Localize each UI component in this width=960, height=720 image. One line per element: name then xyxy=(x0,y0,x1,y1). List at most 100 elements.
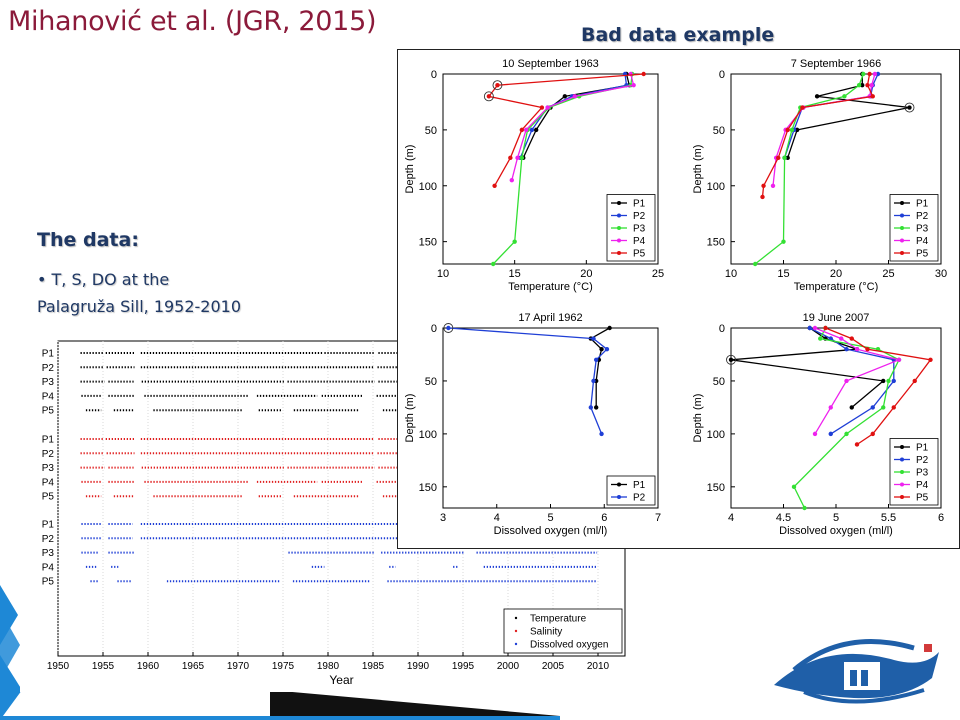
p-jun2007-legend-marker xyxy=(900,457,904,462)
timeline-tick-label: 2010 xyxy=(587,661,610,672)
p-sep1966-xtick-label: 15 xyxy=(777,268,789,280)
p-jun2007-point-p3 xyxy=(791,484,797,490)
p-jun2007-point-p3 xyxy=(881,405,886,410)
p-sep1963-legend-label: P4 xyxy=(633,236,646,247)
p-jun2007-point-p3 xyxy=(886,378,891,384)
p-sep1966-legend-marker xyxy=(900,238,904,243)
p-sep1966-point-p3 xyxy=(861,71,866,77)
p-sep1963-ytick-label: 50 xyxy=(425,125,437,137)
p-sep1966-point-p3 xyxy=(752,261,758,267)
p-sep1966-point-p1 xyxy=(785,155,790,161)
p-sep1963-point-p2 xyxy=(529,127,535,133)
stripe-dark xyxy=(270,690,560,720)
p-jun2007-xtick-label: 5 xyxy=(833,512,839,524)
p-sep1966-point-p5 xyxy=(776,155,781,161)
p-jun2007-point-p2 xyxy=(891,378,896,384)
p-jun2007-point-p3 xyxy=(802,505,807,511)
p-sep1966-legend-marker xyxy=(900,226,904,230)
p-jun2007-title: 19 June 2007 xyxy=(803,312,870,324)
p-jun2007-point-p5 xyxy=(891,405,896,410)
p-apr1962-ytick-label: 0 xyxy=(431,323,437,335)
p-sep1966-flagged-marker xyxy=(904,102,915,113)
p-apr1962-legend-label: P2 xyxy=(633,493,646,504)
timeline-tick-label: 1995 xyxy=(452,661,475,672)
p-sep1963-xtick-label: 10 xyxy=(437,268,449,280)
p-jun2007-point-p5 xyxy=(823,325,828,331)
p-apr1962-ytick-label: 100 xyxy=(419,429,437,441)
p-sep1966-point-p5 xyxy=(760,194,765,200)
timeline-row-label: P4 xyxy=(42,562,55,573)
p-sep1966-legend-marker xyxy=(900,213,904,218)
logo-wave xyxy=(803,688,925,704)
logo-arc xyxy=(792,639,915,672)
timeline-legend-label: Dissolved oxygen xyxy=(530,640,608,651)
timeline-row-label: P2 xyxy=(42,534,55,545)
p-apr1962-point-p1 xyxy=(607,325,612,331)
p-sep1966-point-p1 xyxy=(860,82,865,88)
timeline-row-label: P2 xyxy=(42,363,55,374)
stripe-blue-2 xyxy=(0,610,20,680)
p-jun2007-point-p4 xyxy=(812,325,818,331)
p-jun2007-point-p4 xyxy=(854,346,860,352)
bad-data-heading: Bad data example xyxy=(581,24,775,46)
p-sep1966-title: 7 September 1966 xyxy=(791,58,882,70)
p-jun2007-xtick-label: 4 xyxy=(728,512,734,524)
p-sep1963-legend-label: P3 xyxy=(633,224,646,235)
p-jun2007-point-p4 xyxy=(844,378,849,384)
p-sep1966-legend-label: P4 xyxy=(916,236,929,247)
p-jun2007-point-p2 xyxy=(807,325,812,331)
p-jun2007-legend-label: P4 xyxy=(916,480,929,491)
timeline-legend-label: Salinity xyxy=(530,627,562,638)
p-sep1963-point-p4 xyxy=(515,155,520,161)
p-apr1962-ytick-label: 150 xyxy=(419,482,437,494)
p-apr1962-point-p2 xyxy=(588,405,594,410)
p-sep1963-ytick-label: 100 xyxy=(419,181,437,193)
timeline-row-label: P1 xyxy=(42,520,55,531)
data-heading: The data: xyxy=(37,229,139,251)
p-sep1963-flagged-marker xyxy=(492,80,503,91)
p-sep1963-legend-label: P1 xyxy=(633,199,646,210)
p-jun2007-legend-marker xyxy=(900,482,904,487)
p-sep1966-point-p3 xyxy=(842,94,847,99)
p-sep1963-point-p3 xyxy=(519,155,525,161)
p-sep1966-legend-marker xyxy=(900,201,904,205)
p-sep1966-point-p3 xyxy=(789,127,795,133)
profiles-panel: 10 September 1963 10 15 20 25 0 50 100 150 Temper… xyxy=(397,49,960,549)
timeline-tick-label: 2000 xyxy=(497,661,520,672)
p-jun2007-flagged-marker xyxy=(726,354,736,365)
p-apr1962-title: 17 April 1962 xyxy=(518,312,582,324)
p-sep1963-ytick-label: 150 xyxy=(419,237,437,249)
p-sep1966-legend-label: P3 xyxy=(916,224,929,235)
fish-logo xyxy=(774,639,939,704)
p-jun2007-point-p2 xyxy=(844,346,849,352)
timeline-row-label: P5 xyxy=(42,492,55,503)
p-jun2007-point-p1 xyxy=(849,405,854,410)
p-sep1966-xtick-label: 20 xyxy=(830,268,842,280)
p-sep1966-point-p3 xyxy=(782,155,787,161)
timeline-legend-box xyxy=(503,608,623,654)
p-apr1962-legend-marker xyxy=(617,482,621,487)
p-apr1962-xtick-label: 7 xyxy=(655,512,661,524)
stripe-blue-bottom xyxy=(0,716,560,720)
p-sep1966-legend-label: P1 xyxy=(916,199,929,210)
p-jun2007-legend-marker xyxy=(900,495,904,499)
p-sep1966-point-p5 xyxy=(865,82,870,88)
p-apr1962-point-p2 xyxy=(599,431,604,437)
p-apr1962-xlabel: Dissolved oxygen (ml/l) xyxy=(494,525,608,537)
p-sep1963-point-p4 xyxy=(545,105,550,110)
p-sep1966-point-p2 xyxy=(875,71,881,77)
p-sep1963-point-p3 xyxy=(490,261,496,267)
p-jun2007-legend-label: P2 xyxy=(916,455,929,466)
p-jun2007-xtick-label: 6 xyxy=(938,512,944,524)
p-sep1963-legend-marker xyxy=(617,213,621,218)
p-sep1963-xtick-label: 25 xyxy=(652,268,664,280)
p-sep1966-point-p5 xyxy=(867,71,872,77)
p-sep1966-point-p3 xyxy=(781,239,786,244)
p-apr1962-xtick-label: 5 xyxy=(547,512,553,524)
p-apr1962-point-p2 xyxy=(446,325,451,331)
p-sep1966-series-p3 xyxy=(754,73,864,265)
p-apr1962-point-p1 xyxy=(593,405,599,410)
timeline-legend-marker xyxy=(514,629,518,633)
p-jun2007-point-p2 xyxy=(828,431,833,437)
